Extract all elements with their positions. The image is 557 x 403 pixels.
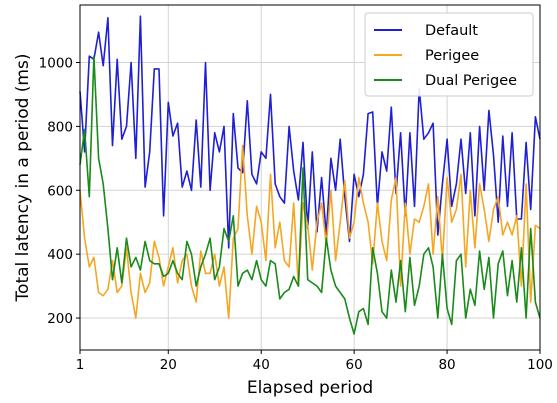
x-tick-label: 40 [253,357,270,373]
y-axis-label: Total latency in a period (ms) [13,54,33,303]
x-tick-label: 60 [346,357,363,373]
y-tick-label: 800 [47,119,73,135]
legend-label-dual-perigee: Dual Perigee [425,73,517,89]
x-tick-label: 100 [527,357,553,373]
legend-label-perigee: Perigee [425,48,479,64]
y-tick-label: 1000 [39,56,73,72]
series-line-default [79,15,541,249]
plot-frame [79,4,541,351]
legend-items: Default Perigee Dual Perigee [374,23,517,89]
legend-label-default: Default [425,23,478,39]
y-tick-label: 400 [47,247,73,263]
y-tick-label: 600 [47,183,73,199]
legend: Default Perigee Dual Perigee [364,12,534,97]
legend-box [364,12,534,97]
x-axis-label: Elapsed period [247,378,373,398]
series-layer [79,15,541,335]
ticks: 1 20 40 60 80 100 200 400 600 800 1000 [39,56,553,374]
series-line-perigee [79,144,541,319]
x-tick-label: 20 [160,357,177,373]
x-tick-label: 1 [76,357,85,373]
series-line-dual-perigee [79,55,541,335]
x-tick-label: 80 [438,357,455,373]
y-tick-label: 200 [47,311,73,327]
